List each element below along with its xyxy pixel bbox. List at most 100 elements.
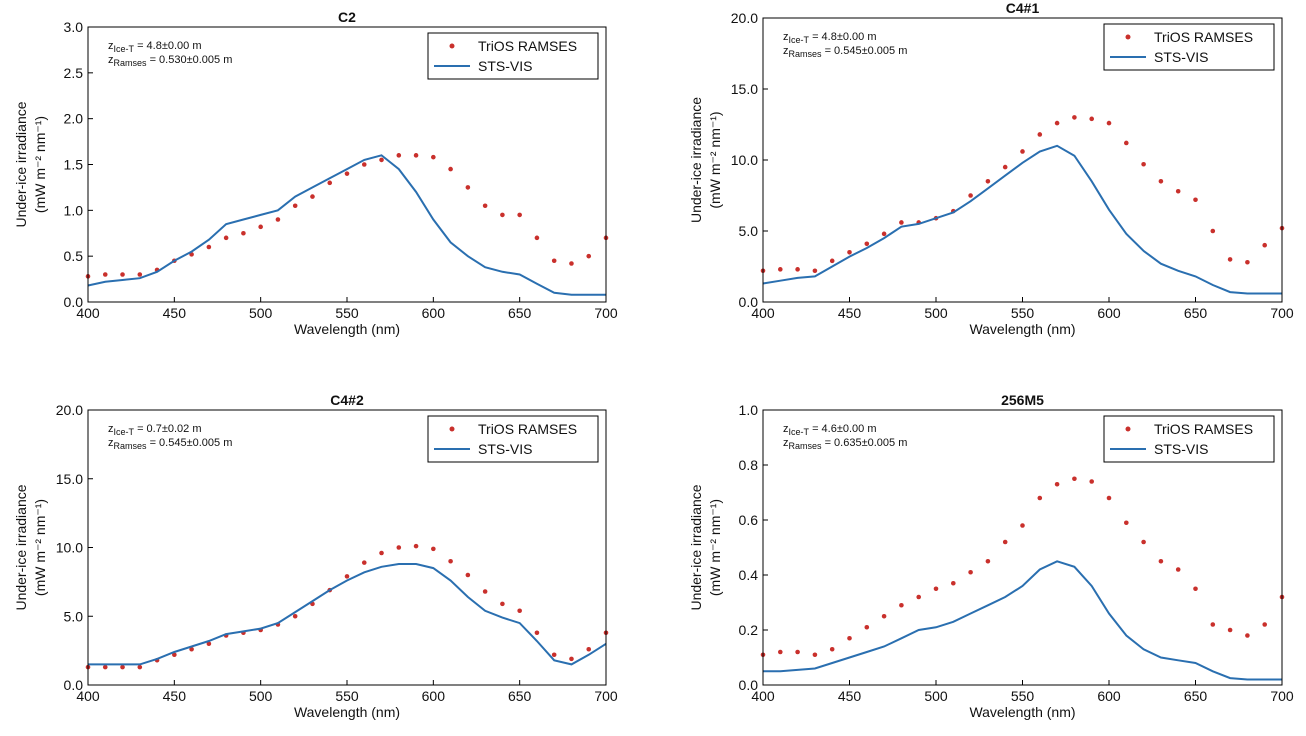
annotation: zIce-T = 4.8±0.00 m — [783, 31, 877, 45]
legend-label: STS-VIS — [478, 441, 532, 457]
x-tick-label: 450 — [838, 305, 862, 321]
data-point — [189, 646, 194, 652]
data-point — [1124, 140, 1129, 146]
y-tick-label: 20.0 — [731, 10, 758, 26]
data-point — [1141, 539, 1146, 545]
x-axis-label: Wavelength (nm) — [294, 704, 400, 720]
x-tick-label: 500 — [249, 305, 273, 321]
x-tick-label: 400 — [76, 305, 100, 321]
data-line — [763, 560, 1282, 681]
data-point — [933, 586, 939, 592]
annotation-text: = 0.7±0.02 m — [134, 423, 202, 435]
y-tick-label: 15.0 — [56, 471, 83, 487]
data-point — [881, 231, 887, 237]
data-point — [344, 574, 350, 579]
data-point — [137, 664, 143, 670]
y-tick-label: 0.0 — [64, 677, 84, 693]
x-tick-label: 450 — [163, 305, 187, 321]
annotation-text: = 4.8±0.00 m — [134, 40, 202, 52]
data-point — [120, 664, 125, 670]
y-tick-label: 2.5 — [64, 65, 84, 81]
annotation-text: = 0.530±0.005 m — [147, 54, 233, 66]
annotation-symbol: z — [783, 31, 789, 43]
legend-box — [1103, 415, 1275, 463]
y-tick-label: 2.0 — [64, 111, 84, 127]
data-point — [1037, 132, 1043, 137]
data-point — [551, 652, 557, 658]
x-tick-label: 700 — [1270, 688, 1294, 704]
data-point — [569, 656, 574, 662]
x-tick-label: 500 — [249, 688, 273, 704]
x-tick-label: 450 — [163, 688, 187, 704]
y-tick-label: 20.0 — [56, 402, 83, 418]
x-tick-label: 550 — [335, 688, 359, 704]
x-tick-label: 650 — [1184, 688, 1208, 704]
annotation-text: = 0.545±0.005 m — [147, 437, 233, 449]
data-point — [120, 272, 125, 277]
x-tick-label: 700 — [594, 688, 618, 704]
legend-label: TriOS RAMSES — [1154, 421, 1253, 437]
data-point — [431, 154, 436, 160]
data-line — [88, 563, 607, 666]
data-point — [534, 630, 540, 636]
x-tick-label: 400 — [751, 688, 775, 704]
legend-box — [427, 32, 599, 80]
annotation: zIce-T = 4.6±0.00 m — [783, 423, 877, 437]
data-point — [500, 601, 505, 607]
legend-box — [1103, 23, 1275, 71]
data-point — [985, 558, 991, 564]
annotation: zRamses = 0.545±0.005 m — [108, 437, 232, 451]
x-tick-label: 400 — [76, 688, 100, 704]
panel: 400 450 500 550 600 650 700 0.0 0.5 1.0 1.5 2.0 2.5 3… — [13, 9, 618, 337]
y-tick-label: 5.0 — [739, 223, 759, 239]
data-line — [87, 154, 606, 296]
y-axis-label: Under-ice irradiance — [13, 101, 29, 227]
annotation-subscript: Ice-T — [789, 35, 810, 45]
data-point — [379, 157, 384, 163]
data-point — [292, 203, 298, 209]
data-point — [482, 203, 488, 209]
annotation-symbol: z — [783, 423, 789, 435]
annotation-text: = 4.6±0.00 m — [809, 423, 877, 435]
data-point — [465, 185, 471, 190]
data-point — [795, 267, 800, 272]
data-point — [829, 258, 835, 264]
x-tick-label: 650 — [508, 305, 532, 321]
data-point — [1072, 115, 1077, 120]
data-point — [1089, 479, 1094, 484]
data-point — [864, 624, 870, 630]
y-tick-label: 10.0 — [56, 540, 83, 556]
legend-marker — [449, 43, 455, 49]
data-point — [431, 546, 436, 552]
y-axis-label: Under-ice irradiance — [688, 97, 704, 223]
data-point — [795, 649, 800, 655]
data-point — [586, 646, 592, 652]
annotation-symbol: z — [108, 423, 114, 435]
data-point — [1210, 622, 1216, 627]
x-axis-label: Wavelength (nm) — [969, 321, 1075, 337]
data-point — [778, 649, 783, 655]
data-point — [1158, 558, 1164, 564]
x-tick-label: 400 — [751, 305, 775, 321]
y-axis-label: (mW m⁻² nm⁻¹) — [32, 499, 48, 596]
data-point — [482, 589, 488, 594]
data-point — [1193, 586, 1198, 592]
data-point — [829, 646, 835, 652]
data-point — [847, 635, 852, 641]
data-point — [102, 272, 108, 277]
data-point — [172, 652, 177, 658]
x-tick-label: 550 — [1011, 688, 1035, 704]
legend-marker — [1125, 426, 1131, 432]
data-point — [1106, 120, 1112, 126]
legend-label: STS-VIS — [478, 58, 532, 74]
annotation-subscript: Ramses — [114, 58, 148, 68]
x-axis-label: Wavelength (nm) — [969, 704, 1075, 720]
data-point — [1245, 259, 1250, 265]
y-tick-label: 1.5 — [64, 157, 84, 173]
data-point — [985, 179, 991, 184]
x-tick-label: 550 — [1011, 305, 1035, 321]
data-point — [1054, 481, 1060, 487]
data-point — [258, 224, 263, 230]
legend-box — [427, 415, 599, 463]
chart-title: C2 — [338, 9, 356, 25]
